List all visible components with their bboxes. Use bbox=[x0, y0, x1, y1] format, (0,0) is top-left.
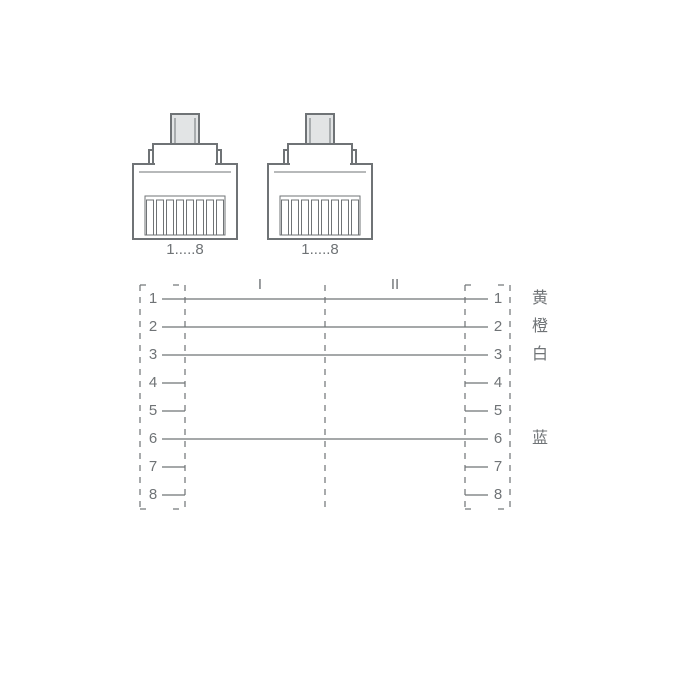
connector-left: 1.....8 bbox=[133, 114, 237, 258]
pin-label-right: 1 bbox=[494, 290, 502, 307]
connector-pin bbox=[352, 200, 359, 235]
color-label: 黄 bbox=[532, 289, 548, 307]
roman-left: I bbox=[258, 276, 262, 293]
pin-label-left: 3 bbox=[149, 346, 157, 363]
connector-pin bbox=[187, 200, 194, 235]
pin-label-left: 5 bbox=[149, 402, 157, 419]
pin-label-left: 7 bbox=[149, 458, 157, 475]
pin-label-left: 4 bbox=[149, 374, 157, 391]
pin-label-right: 6 bbox=[494, 430, 502, 447]
pin-label-right: 4 bbox=[494, 374, 502, 391]
connector-pin bbox=[282, 200, 289, 235]
rj45-wiring-diagram: 1.....81.....8 III1122334455667788黄橙白蓝 bbox=[0, 0, 700, 700]
connector-pin bbox=[207, 200, 214, 235]
connector-right: 1.....8 bbox=[268, 114, 372, 258]
connector-pin bbox=[322, 200, 329, 235]
pin-label-left: 1 bbox=[149, 290, 157, 307]
pin-label-right: 7 bbox=[494, 458, 502, 475]
connector-pin bbox=[312, 200, 319, 235]
connector-pin bbox=[342, 200, 349, 235]
pin-label-left: 8 bbox=[149, 486, 157, 503]
connector-caption: 1.....8 bbox=[301, 241, 339, 258]
connector-shoulder bbox=[288, 144, 352, 164]
color-label: 白 bbox=[532, 345, 548, 363]
connector-pin bbox=[147, 200, 154, 235]
color-label: 蓝 bbox=[532, 429, 548, 447]
connector-pin bbox=[302, 200, 309, 235]
connector-pin bbox=[177, 200, 184, 235]
shoulder-notch-right bbox=[217, 150, 221, 164]
shoulder-notch-left bbox=[149, 150, 153, 164]
connector-pin bbox=[292, 200, 299, 235]
connector-pin bbox=[332, 200, 339, 235]
connector-pin bbox=[157, 200, 164, 235]
pin-label-left: 6 bbox=[149, 430, 157, 447]
connector-pin bbox=[217, 200, 224, 235]
connectors-layer: 1.....8 1.....8 bbox=[133, 114, 372, 258]
connector-pin bbox=[167, 200, 174, 235]
pin-label-left: 2 bbox=[149, 318, 157, 335]
shoulder-notch-right bbox=[352, 150, 356, 164]
pin-label-right: 8 bbox=[494, 486, 502, 503]
connector-shoulder bbox=[153, 144, 217, 164]
pin-label-right: 3 bbox=[494, 346, 502, 363]
color-label: 橙 bbox=[532, 317, 548, 335]
pin-label-right: 2 bbox=[494, 318, 502, 335]
pin-label-right: 5 bbox=[494, 402, 502, 419]
connector-caption: 1.....8 bbox=[166, 241, 204, 258]
roman-right: II bbox=[391, 276, 399, 293]
shoulder-notch-left bbox=[284, 150, 288, 164]
wiring-layer: III1122334455667788黄橙白蓝 bbox=[140, 276, 548, 509]
connector-pin bbox=[197, 200, 204, 235]
